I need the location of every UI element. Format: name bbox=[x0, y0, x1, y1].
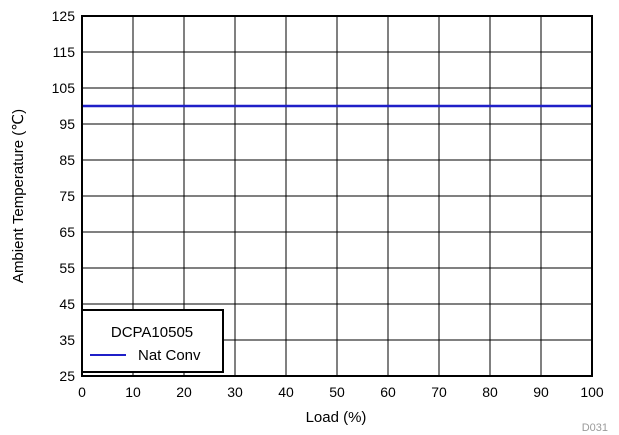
y-tick-label: 35 bbox=[59, 332, 75, 348]
y-axis-label: Ambient Temperature (℃) bbox=[10, 109, 27, 283]
plot-frame bbox=[81, 15, 593, 377]
y-tick-label: 125 bbox=[52, 8, 76, 24]
y-tick-label: 65 bbox=[59, 224, 75, 240]
x-tick-label: 10 bbox=[125, 384, 141, 400]
y-tick-label: 95 bbox=[59, 116, 75, 132]
y-tick-label: 115 bbox=[53, 44, 76, 60]
x-tick-label: 20 bbox=[176, 384, 192, 400]
y-tick-label: 55 bbox=[59, 260, 75, 276]
legend-title: DCPA10505 bbox=[111, 324, 193, 341]
x-tick-label: 90 bbox=[533, 384, 549, 400]
x-tick-label: 0 bbox=[78, 384, 86, 400]
x-tick-label: 30 bbox=[227, 384, 243, 400]
legend: DCPA10505 Nat Conv bbox=[81, 309, 224, 373]
x-tick-label: 70 bbox=[431, 384, 447, 400]
x-tick-label: 80 bbox=[482, 384, 498, 400]
y-tick-label: 75 bbox=[59, 188, 75, 204]
x-tick-label: 50 bbox=[329, 384, 345, 400]
y-tick-label: 45 bbox=[59, 296, 75, 312]
y-tick-label: 25 bbox=[59, 368, 75, 384]
legend-label-nat-conv: Nat Conv bbox=[138, 347, 201, 364]
y-tick-label: 105 bbox=[52, 80, 76, 96]
x-tick-label: 40 bbox=[278, 384, 294, 400]
figure-id: D031 bbox=[582, 422, 608, 434]
x-tick-label: 100 bbox=[580, 384, 604, 400]
legend-box bbox=[81, 309, 224, 373]
x-tick-labels: 0 10 20 30 40 50 60 70 80 90 100 bbox=[78, 384, 604, 400]
x-tick-label: 60 bbox=[380, 384, 396, 400]
y-tick-label: 85 bbox=[59, 152, 75, 168]
x-axis-label: Load (%) bbox=[306, 409, 367, 426]
y-tick-labels: 25 35 45 55 65 75 85 95 105 115 125 bbox=[52, 8, 76, 384]
